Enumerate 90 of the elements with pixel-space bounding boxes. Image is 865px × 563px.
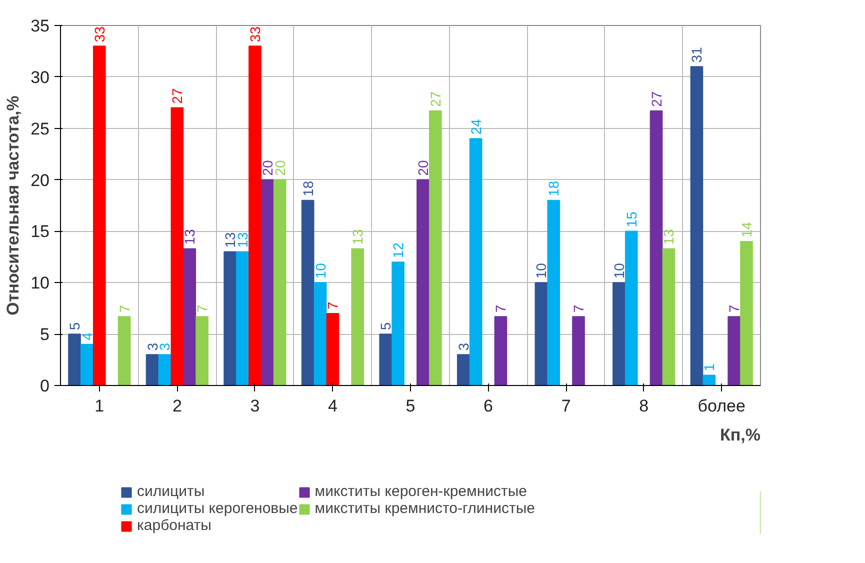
- data-label: 20: [414, 160, 431, 176]
- x-tick-label: 3: [250, 396, 260, 416]
- bar: [248, 46, 262, 386]
- bar: [314, 282, 327, 386]
- x-tick-label: 8: [639, 396, 649, 416]
- data-label: 13: [350, 228, 366, 245]
- data-label: 10: [533, 262, 550, 279]
- bar: [273, 179, 286, 386]
- bar: [650, 110, 663, 386]
- y-tick-label: 10: [30, 274, 50, 293]
- bar: [740, 241, 753, 386]
- bar: [196, 316, 208, 386]
- bar: [183, 248, 196, 386]
- x-tick-label: более: [698, 396, 746, 416]
- data-label: 27: [648, 91, 664, 107]
- y-tick-label: 35: [30, 16, 50, 36]
- data-label: 18: [546, 180, 562, 196]
- data-label: 33: [246, 26, 263, 42]
- data-label: 3: [455, 342, 472, 351]
- data-label: 7: [570, 304, 586, 313]
- bar: [170, 107, 184, 386]
- bar: [68, 334, 81, 386]
- data-label: 18: [300, 180, 316, 196]
- bar: [416, 179, 430, 386]
- data-label: 12: [390, 242, 406, 258]
- bar: [392, 262, 404, 386]
- bar: [236, 251, 249, 386]
- data-label: 7: [194, 304, 210, 313]
- legend-label: силициты керогеновые: [137, 500, 298, 517]
- bar: [547, 200, 560, 386]
- bar: [572, 316, 585, 386]
- bar: [326, 313, 340, 386]
- data-label: 7: [116, 304, 132, 313]
- data-label: 13: [660, 228, 677, 245]
- legend-label: силициты: [137, 483, 205, 500]
- bar: [624, 230, 638, 386]
- data-label: 14: [738, 222, 754, 238]
- x-axis-title: Кп,%: [720, 426, 760, 444]
- data-label: 4: [78, 332, 95, 340]
- bar: [428, 110, 442, 386]
- data-label: 5: [66, 322, 82, 330]
- data-label: 7: [726, 304, 742, 313]
- bar: [301, 200, 314, 386]
- bar: [146, 354, 159, 386]
- data-label: 24: [468, 118, 484, 135]
- data-label: 10: [312, 262, 328, 279]
- x-tick-label: 2: [172, 396, 182, 416]
- bar: [702, 374, 716, 386]
- bar: [690, 66, 704, 386]
- data-label: 33: [91, 26, 108, 42]
- y-tick-label: 0: [40, 376, 50, 396]
- x-tick-label: 1: [94, 396, 104, 416]
- bar: [379, 334, 392, 386]
- data-label: 27: [427, 91, 444, 107]
- bar: [728, 316, 740, 386]
- data-label: 15: [623, 211, 640, 228]
- bar: [80, 344, 94, 386]
- y-tick-label: 20: [30, 170, 50, 190]
- bar: [118, 316, 131, 386]
- bar: [260, 179, 274, 386]
- y-tick-label: 25: [30, 119, 50, 138]
- bar: [469, 138, 482, 386]
- bar: [612, 282, 626, 386]
- data-label: 31: [688, 46, 705, 63]
- x-tick-label: 4: [328, 396, 338, 416]
- legend-label: микститы кремнисто-глинистые: [314, 500, 535, 517]
- data-label: 7: [324, 302, 341, 310]
- data-label: 1: [701, 363, 718, 372]
- x-tick-label: 7: [561, 396, 571, 416]
- bar: [494, 316, 508, 386]
- bar: [351, 248, 364, 386]
- data-label: 27: [169, 88, 186, 104]
- x-tick-label: 5: [406, 396, 416, 416]
- y-axis-title: Относительная частота,%: [4, 96, 23, 316]
- x-tick-label: 6: [484, 396, 494, 416]
- y-tick-label: 15: [30, 222, 50, 242]
- data-label: 10: [610, 262, 627, 279]
- legend-label: карбонаты: [137, 517, 212, 534]
- data-label: 7: [492, 304, 509, 313]
- y-tick-label: 5: [40, 325, 50, 344]
- data-label: 5: [378, 322, 394, 330]
- bar: [662, 248, 676, 386]
- bar: [456, 354, 470, 386]
- data-label: 13: [182, 228, 198, 245]
- bar: [534, 282, 548, 386]
- bar: [92, 46, 106, 386]
- bar: [158, 354, 172, 386]
- y-tick-label: 30: [30, 68, 50, 87]
- legend-label: микститы кероген-кремнистые: [314, 483, 527, 500]
- bar: [224, 251, 236, 386]
